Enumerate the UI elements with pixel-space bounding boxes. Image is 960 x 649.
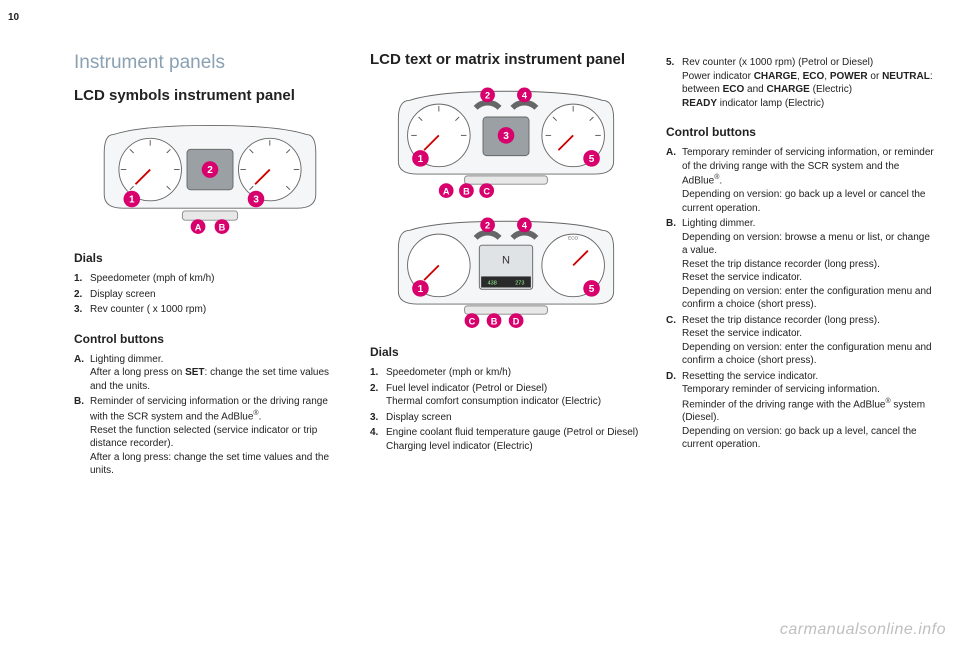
list-text: Display screen <box>90 288 346 302</box>
control-buttons-heading-1: Control buttons <box>74 331 346 347</box>
list-text: Display screen <box>386 411 642 425</box>
svg-text:1: 1 <box>418 154 424 165</box>
svg-text:B: B <box>463 187 470 197</box>
list-text: Fuel level indicator (Petrol or Diesel) … <box>386 382 642 409</box>
svg-text:N: N <box>502 255 510 267</box>
list-text: Reset the trip distance recorder (long p… <box>682 314 938 368</box>
list-marker: 1. <box>74 272 90 286</box>
list-marker: A. <box>74 353 90 394</box>
svg-text:5: 5 <box>589 284 595 295</box>
watermark: carmanualsonline.info <box>780 621 946 639</box>
list-marker: D. <box>666 370 682 452</box>
dials-list-2-cont: 5. Rev counter (x 1000 rpm) (Petrol or D… <box>666 56 938 110</box>
svg-text:C: C <box>483 187 490 197</box>
list-text: Rev counter (x 1000 rpm) (Petrol or Dies… <box>682 56 938 110</box>
svg-text:2: 2 <box>485 91 490 101</box>
list-marker: 3. <box>370 411 386 425</box>
svg-text:2: 2 <box>485 221 490 231</box>
list-text: Temporary reminder of servicing informat… <box>682 146 938 215</box>
section-title: Instrument panels <box>74 50 346 76</box>
list-marker: B. <box>74 395 90 477</box>
list-marker: 2. <box>370 382 386 409</box>
list-marker: 2. <box>74 288 90 302</box>
columns: Instrument panels LCD symbols instrument… <box>74 20 938 482</box>
list-text: Speedometer (mph of km/h) <box>90 272 346 286</box>
svg-text:B: B <box>491 317 498 327</box>
svg-text:ECO: ECO <box>568 236 578 241</box>
dials-heading-2: Dials <box>370 344 642 360</box>
svg-text:5: 5 <box>589 154 595 165</box>
figure-lcd-matrix-panel: ECO N 438 273 2 4 1 5 C B D <box>381 210 631 330</box>
list-text: Engine coolant fluid temperature gauge (… <box>386 426 642 453</box>
svg-text:D: D <box>513 317 520 327</box>
list-marker: 4. <box>370 426 386 453</box>
figure-lcd-text-panel: 2 4 1 3 5 A B C <box>381 80 631 200</box>
dials-heading-1: Dials <box>74 250 346 266</box>
svg-text:3: 3 <box>503 131 509 142</box>
svg-text:A: A <box>443 187 450 197</box>
list-marker: 5. <box>666 56 682 110</box>
column-3: 5. Rev counter (x 1000 rpm) (Petrol or D… <box>666 20 938 482</box>
list-text: Rev counter ( x 1000 rpm) <box>90 303 346 317</box>
svg-text:C: C <box>469 317 476 327</box>
list-text: Lighting dimmer. Depending on version: b… <box>682 217 938 312</box>
figure-lcd-symbols-panel: 1 2 3 A B <box>85 116 335 236</box>
svg-text:438: 438 <box>488 281 497 287</box>
svg-text:A: A <box>195 222 202 232</box>
list-marker: 3. <box>74 303 90 317</box>
svg-text:2: 2 <box>207 165 213 176</box>
svg-text:B: B <box>219 222 226 232</box>
list-text: Reminder of servicing information or the… <box>90 395 346 477</box>
control-buttons-list-1: A. Lighting dimmer. After a long press o… <box>74 353 346 478</box>
dials-list-1: 1.Speedometer (mph of km/h) 2.Display sc… <box>74 272 346 317</box>
control-buttons-heading-2: Control buttons <box>666 124 938 140</box>
lcd-text-matrix-heading: LCD text or matrix instrument panel <box>370 50 642 70</box>
svg-text:4: 4 <box>522 221 528 231</box>
column-1: Instrument panels LCD symbols instrument… <box>74 20 346 482</box>
list-marker: 1. <box>370 366 386 380</box>
page-number: 10 <box>8 12 19 23</box>
list-marker: C. <box>666 314 682 368</box>
svg-text:1: 1 <box>129 195 135 206</box>
dials-list-2: 1. Speedometer (mph or km/h) 2. Fuel lev… <box>370 366 642 453</box>
svg-text:3: 3 <box>253 195 259 206</box>
lcd-symbols-heading: LCD symbols instrument panel <box>74 86 346 106</box>
list-marker: A. <box>666 146 682 215</box>
list-text: Speedometer (mph or km/h) <box>386 366 642 380</box>
list-marker: B. <box>666 217 682 312</box>
svg-text:4: 4 <box>522 91 528 101</box>
column-2: LCD text or matrix instrument panel 2 4 … <box>370 20 642 482</box>
list-text: Resetting the service indicator. Tempora… <box>682 370 938 452</box>
svg-text:1: 1 <box>418 284 424 295</box>
list-text: Lighting dimmer. After a long press on S… <box>90 353 346 394</box>
svg-text:273: 273 <box>515 281 524 287</box>
control-buttons-list-2: A. Temporary reminder of servicing infor… <box>666 146 938 452</box>
